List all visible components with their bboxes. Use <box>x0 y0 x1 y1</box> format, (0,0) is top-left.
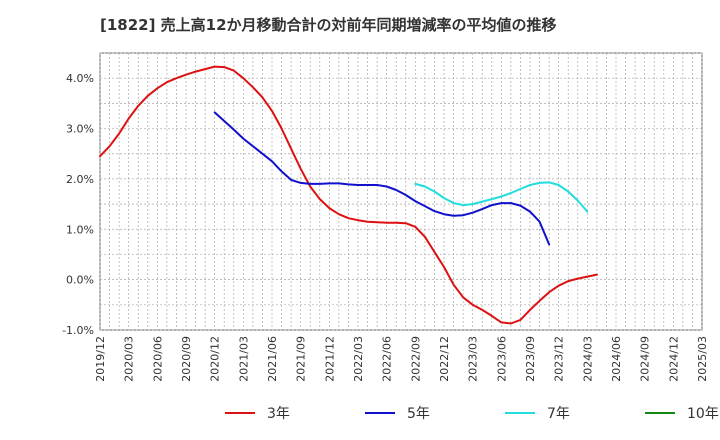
x-tick-label: 2019/12 <box>94 336 107 382</box>
series-line <box>213 111 551 246</box>
x-tick-label: 2023/06 <box>495 336 508 382</box>
legend-label: 10年 <box>687 406 719 422</box>
y-tick-label: 0.0% <box>66 274 94 287</box>
x-tick-label: 2023/03 <box>467 336 480 382</box>
x-tick-label: 2022/06 <box>381 336 394 382</box>
x-tick-label: 2024/12 <box>667 336 680 382</box>
x-tick-label: 2021/12 <box>323 336 336 382</box>
legend-label: 3年 <box>267 406 290 422</box>
x-tick-label: 2024/03 <box>581 336 594 382</box>
x-tick-label: 2023/12 <box>553 336 566 382</box>
y-tick-label: 4.0% <box>66 72 94 85</box>
x-tick-label: 2020/12 <box>209 336 222 382</box>
x-tick-label: 2024/09 <box>639 336 652 382</box>
x-tick-label: 2022/09 <box>409 336 422 382</box>
chart-title: [1822] 売上高12か月移動合計の対前年同期増減率の平均値の推移 <box>100 16 557 34</box>
y-tick-label: 3.0% <box>66 123 94 136</box>
y-tick-label: 2.0% <box>66 173 94 186</box>
x-tick-label: 2020/09 <box>180 336 193 382</box>
y-tick-label: -1.0% <box>62 324 94 337</box>
legend-label: 7年 <box>547 406 570 422</box>
legend-label: 5年 <box>407 406 430 422</box>
x-tick-label: 2021/03 <box>237 336 250 382</box>
x-tick-label: 2023/09 <box>524 336 537 382</box>
series-line <box>414 181 589 213</box>
x-tick-label: 2024/06 <box>610 336 623 382</box>
x-tick-label: 2020/06 <box>151 336 164 382</box>
x-tick-label: 2022/12 <box>438 336 451 382</box>
x-tick-label: 2021/09 <box>295 336 308 382</box>
series-line <box>99 65 598 325</box>
x-tick-label: 2022/03 <box>352 336 365 382</box>
y-tick-label: 1.0% <box>66 223 94 236</box>
x-tick-label: 2025/03 <box>696 336 709 382</box>
x-tick-label: 2020/03 <box>123 336 136 382</box>
x-tick-label: 2021/06 <box>266 336 279 382</box>
